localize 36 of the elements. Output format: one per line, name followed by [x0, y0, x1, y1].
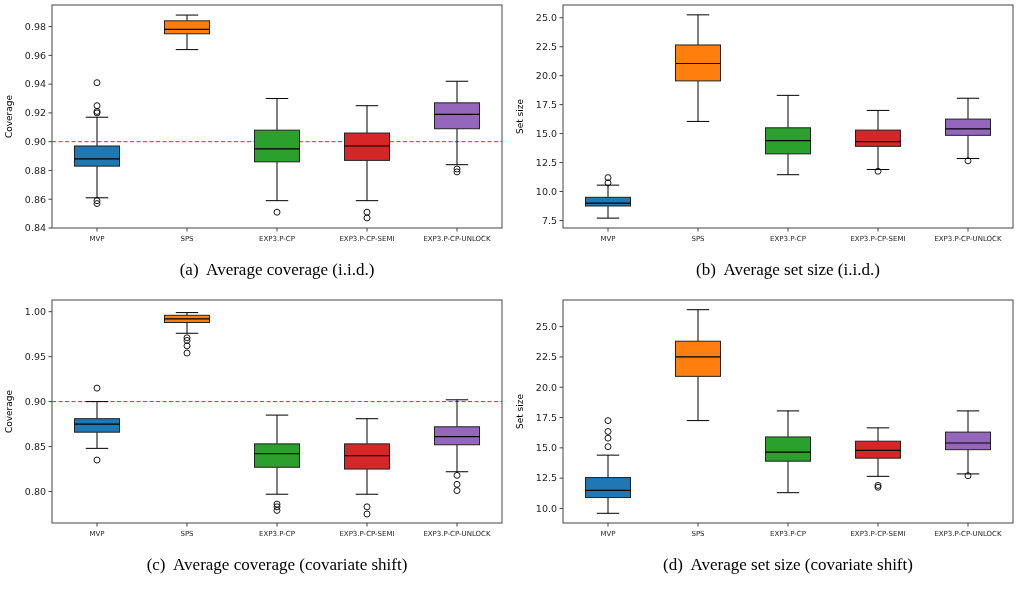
y-tick-label: 15.0	[535, 442, 557, 454]
y-tick-label: 0.92	[24, 107, 46, 119]
text: (c) Average coverage (covariate shift)	[146, 555, 408, 574]
y-tick-label: 20.0	[535, 381, 557, 393]
y-axis-title: Set size	[515, 393, 525, 430]
y-tick-label: 12.5	[535, 472, 557, 484]
y-tick-label: 0.80	[24, 485, 46, 497]
y-tick-label: 0.90	[24, 395, 46, 407]
text: (b) Average set size (i.i.d.)	[696, 260, 880, 279]
text: (a) Average coverage (i.i.d.)	[179, 260, 375, 279]
y-tick-label: 0.94	[24, 78, 46, 90]
y-axis-title: Set size	[515, 98, 525, 135]
y-tick-label: 0.85	[24, 440, 46, 452]
y-tick-label: 1.00	[24, 306, 46, 318]
y-tick-label: 15.0	[535, 127, 557, 139]
y-tick-label: 25.0	[535, 320, 557, 332]
text: (d) Average set size (covariate shift)	[663, 555, 913, 574]
y-tick-label: 0.88	[24, 164, 46, 176]
y-tick-label: 10.0	[535, 185, 557, 197]
y-tick-label: 17.5	[535, 411, 557, 423]
y-tick-label: 12.5	[535, 156, 557, 168]
y-tick-label: 0.90	[24, 136, 46, 147]
y-tick-label: 7.5	[541, 214, 557, 226]
y-tick-label: 0.98	[24, 20, 46, 32]
y-tick-label: 22.5	[535, 351, 557, 363]
y-axis-title: Coverage	[4, 94, 14, 139]
y-tick-label: 0.96	[24, 49, 46, 61]
y-tick-label: 25.0	[535, 12, 557, 24]
y-tick-label: 0.86	[24, 193, 46, 205]
y-axis-title: Coverage	[4, 389, 14, 434]
y-tick-label: 20.0	[535, 69, 557, 81]
y-tick-label: 10.0	[535, 502, 557, 514]
y-tick-label: 22.5	[535, 41, 557, 53]
y-tick-label: 17.5	[535, 98, 557, 110]
y-tick-label: 0.95	[24, 350, 46, 362]
y-tick-label: 0.84	[24, 222, 46, 234]
